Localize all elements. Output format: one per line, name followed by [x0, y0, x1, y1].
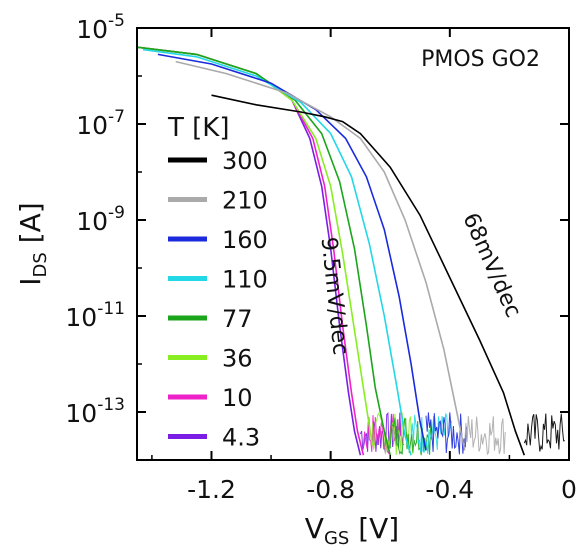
series-line-77 — [137, 46, 391, 456]
slope-annotation: 68mV/dec — [457, 209, 525, 321]
x-tick-label: -1.2 — [187, 475, 236, 504]
noise-trace-160 — [425, 412, 467, 455]
noise-trace-210 — [464, 415, 506, 456]
x-tick-label: 0 — [561, 475, 577, 504]
noise-trace-77 — [389, 417, 432, 456]
noise-floor — [359, 412, 565, 456]
series-line-210 — [175, 60, 466, 451]
series-lines — [137, 46, 526, 456]
legend-label: 36 — [222, 345, 253, 373]
series-line-160 — [157, 53, 427, 451]
legend-label: 10 — [222, 384, 253, 412]
legend-label: 210 — [222, 187, 268, 215]
legend-label: 160 — [222, 226, 268, 254]
y-axis: 10-5 10-7 10-9 10-11 10-13 — [65, 11, 569, 461]
x-axis-title: VGS [V] — [305, 512, 399, 548]
x-tick-label: -0.4 — [425, 475, 474, 504]
legend-label: 77 — [222, 305, 253, 333]
x-axis: -1.2 -0.8 -0.4 0 — [151, 28, 577, 504]
noise-trace-10 — [362, 413, 405, 455]
slope-annotation: 9.5mV/dec — [316, 236, 353, 356]
legend-title: T [K] — [167, 113, 229, 143]
x-tick-label: -0.8 — [306, 475, 355, 504]
series-line-110 — [142, 48, 412, 456]
plot-frame — [136, 27, 570, 461]
legend-label: 4.3 — [222, 424, 260, 452]
y-tick-label: 10-9 — [76, 203, 125, 236]
y-tick-label: 10-7 — [76, 107, 125, 140]
y-tick-label: 10-11 — [65, 299, 125, 332]
noise-trace-300 — [523, 413, 565, 452]
legend-label: 300 — [222, 147, 268, 175]
chart-annotation-title: PMOS GO2 — [421, 47, 540, 72]
series-line-300 — [211, 94, 526, 456]
y-tick-label: 10-5 — [76, 11, 125, 44]
y-tick-label: 10-13 — [65, 395, 125, 428]
y-axis-title: IDS [A] — [14, 202, 51, 285]
legend-label: 110 — [222, 266, 268, 294]
legend: T [K] 300 210 160 110 77 36 10 4.3 — [167, 113, 268, 452]
